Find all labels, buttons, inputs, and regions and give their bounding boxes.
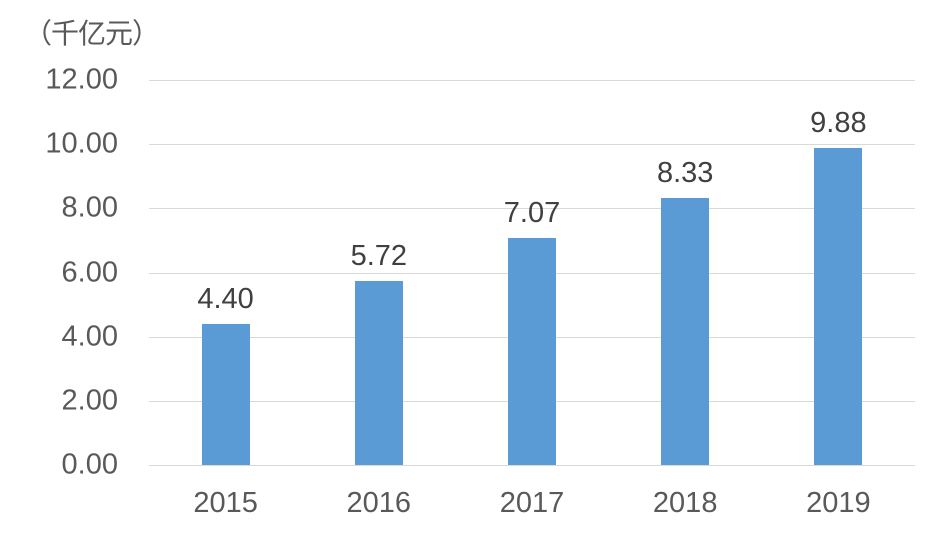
bar-value-label: 8.33 — [656, 156, 714, 189]
gridline — [149, 465, 915, 466]
bar — [661, 197, 710, 465]
y-tick-label: 0.00 — [61, 448, 118, 481]
bar — [508, 238, 556, 465]
bar — [201, 323, 250, 465]
y-tick-label: 12.00 — [45, 63, 118, 96]
bar-value-label: 4.40 — [197, 282, 254, 315]
bar — [814, 148, 863, 465]
gridline — [149, 144, 915, 146]
x-tick-label: 2015 — [193, 487, 258, 519]
y-axis: 12.00 10.00 8.00 6.00 4.00 2.00 0.00 — [0, 64, 118, 481]
bar-value-label: 9.88 — [810, 107, 867, 140]
gridline — [149, 80, 915, 81]
bar-value-label: 5.72 — [350, 240, 408, 273]
y-tick-label: 6.00 — [61, 256, 118, 288]
gridline — [149, 208, 915, 210]
x-tick-label: 2017 — [499, 487, 565, 519]
y-tick-label: 8.00 — [61, 191, 118, 224]
bar — [354, 281, 403, 465]
x-axis: 2015 2016 2017 2018 2019 — [149, 487, 915, 527]
plot-area: 4.40 5.72 7.07 8.33 9.88 — [149, 80, 915, 466]
y-axis-unit-title: （千亿元） — [24, 18, 160, 49]
x-tick-label: 2016 — [346, 487, 412, 519]
y-tick-label: 10.00 — [45, 127, 118, 160]
x-tick-label: 2019 — [806, 487, 871, 519]
bar-value-label: 7.07 — [503, 197, 561, 230]
y-tick-label: 4.00 — [61, 320, 118, 353]
y-tick-label: 2.00 — [61, 384, 118, 417]
x-tick-label: 2018 — [652, 487, 718, 519]
